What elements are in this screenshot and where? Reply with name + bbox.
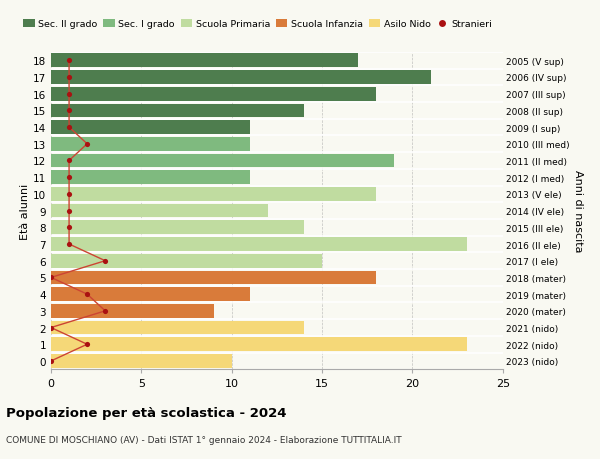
Point [64,107,74,115]
Bar [51,354,232,368]
Bar [51,304,214,318]
Point [82,291,92,298]
Bar [51,88,376,101]
Point [64,174,74,181]
Bar [51,171,250,185]
Bar [51,254,322,268]
Bar [51,54,358,68]
Y-axis label: Anni di nascita: Anni di nascita [573,170,583,252]
Text: COMUNE DI MOSCHIANO (AV) - Dati ISTAT 1° gennaio 2024 - Elaborazione TUTTITALIA.: COMUNE DI MOSCHIANO (AV) - Dati ISTAT 1°… [6,435,401,444]
Point [64,124,74,131]
Point [64,91,74,98]
Text: Popolazione per età scolastica - 2024: Popolazione per età scolastica - 2024 [6,406,287,419]
Bar [51,338,467,351]
Point [46,324,56,331]
Bar [51,238,467,252]
Point [82,141,92,148]
Point [46,274,56,281]
Point [64,224,74,231]
Bar [51,71,431,84]
Bar [51,188,376,202]
Bar [51,321,304,335]
Point [64,241,74,248]
Point [46,358,56,365]
Y-axis label: Età alunni: Età alunni [20,183,30,239]
Bar [51,104,304,118]
Bar [51,204,268,218]
Bar [51,288,250,301]
Bar [51,221,304,235]
Bar [51,138,250,151]
Point [64,57,74,65]
Point [64,74,74,81]
Point [82,341,92,348]
Point [100,308,110,315]
Point [64,191,74,198]
Bar [51,271,376,285]
Bar [51,121,250,134]
Bar [51,154,394,168]
Legend: Sec. II grado, Sec. I grado, Scuola Primaria, Scuola Infanzia, Asilo Nido, Stran: Sec. II grado, Sec. I grado, Scuola Prim… [20,17,496,33]
Point [64,157,74,165]
Point [64,207,74,215]
Point [100,257,110,265]
